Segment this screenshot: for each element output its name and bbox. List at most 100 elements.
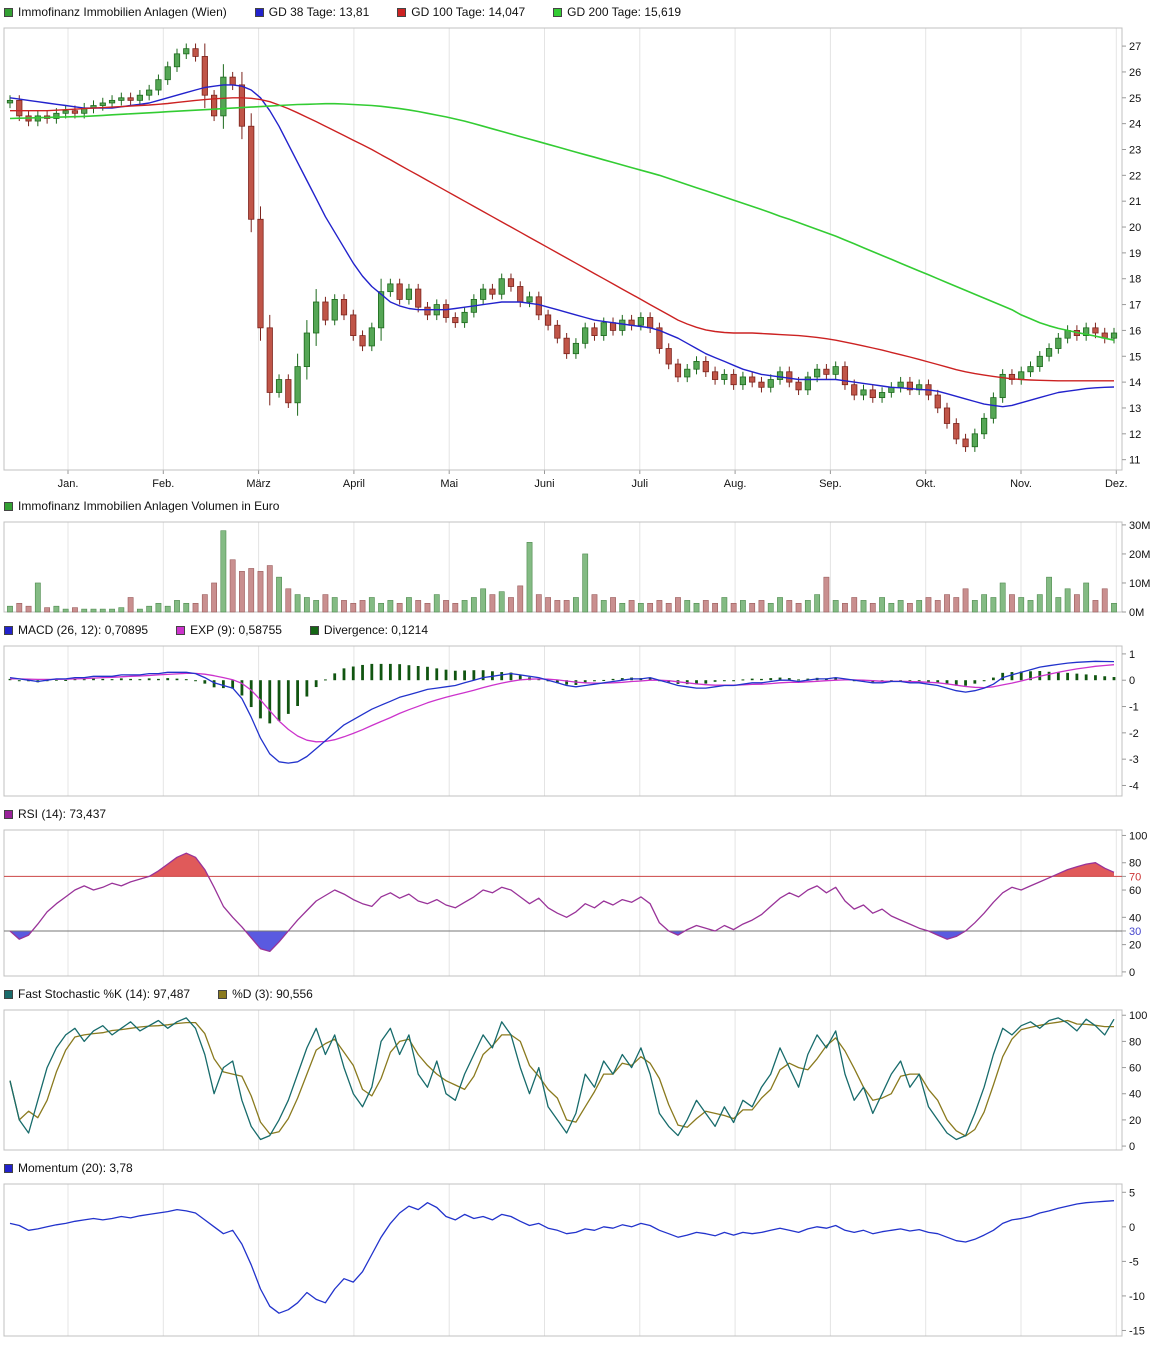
svg-text:5: 5: [1129, 1187, 1135, 1199]
volume-series-label: Immofinanz Immobilien Anlagen Volumen in…: [18, 499, 280, 513]
price-series-label: Immofinanz Immobilien Anlagen (Wien): [18, 5, 227, 19]
svg-text:Juni: Juni: [534, 478, 554, 490]
price-series-swatch: [4, 7, 13, 17]
svg-text:19: 19: [1129, 248, 1141, 260]
legend-item: GD 38 Tage: 13,81: [254, 5, 370, 19]
svg-text:Aug.: Aug.: [724, 478, 747, 490]
svg-text:20: 20: [1129, 1115, 1141, 1127]
gd100-swatch: [397, 7, 407, 17]
momentum-swatch: [4, 1163, 13, 1173]
svg-text:15: 15: [1129, 351, 1141, 363]
svg-text:-15: -15: [1129, 1325, 1145, 1337]
svg-text:-10: -10: [1129, 1291, 1145, 1303]
svg-text:20: 20: [1129, 222, 1141, 234]
stochastic-d-label: %D (3): 90,556: [232, 987, 313, 1001]
svg-text:17: 17: [1129, 300, 1141, 312]
svg-text:80: 80: [1129, 858, 1141, 870]
legend-item: EXP (9): 0,58755: [176, 623, 282, 637]
svg-text:12: 12: [1129, 429, 1141, 441]
svg-text:-3: -3: [1129, 754, 1139, 766]
svg-text:0: 0: [1129, 1141, 1135, 1153]
svg-text:100: 100: [1129, 1010, 1147, 1022]
stochastic-d-swatch: [218, 989, 228, 999]
price-legend: Immofinanz Immobilien Anlagen (Wien) GD …: [0, 0, 1175, 22]
stochastic-panel: Fast Stochastic %K (14): 97,487 %D (3): …: [0, 982, 1175, 1156]
svg-text:14: 14: [1129, 377, 1141, 389]
svg-text:16: 16: [1129, 325, 1141, 337]
svg-text:-2: -2: [1129, 728, 1139, 740]
divergence-label: Divergence: 0,1214: [323, 623, 428, 637]
svg-text:20: 20: [1129, 940, 1141, 952]
svg-text:40: 40: [1129, 1089, 1141, 1101]
svg-text:11: 11: [1129, 455, 1140, 467]
volume-panel: Immofinanz Immobilien Anlagen Volumen in…: [0, 494, 1175, 618]
svg-text:20M: 20M: [1129, 549, 1150, 561]
momentum-chart[interactable]: 5 0 -5 -10 -15: [0, 1178, 1175, 1342]
legend-item: Divergence: 0,1214: [309, 623, 428, 637]
svg-text:60: 60: [1129, 885, 1141, 897]
svg-text:27: 27: [1129, 41, 1141, 53]
svg-text:Okt.: Okt.: [916, 478, 936, 490]
legend-item: Immofinanz Immobilien Anlagen (Wien): [4, 5, 227, 19]
svg-text:-4: -4: [1129, 780, 1139, 792]
exp-swatch: [176, 625, 186, 635]
legend-item: Momentum (20): 3,78: [4, 1161, 133, 1175]
volume-chart[interactable]: 30M 20M 10M 0M: [0, 516, 1175, 618]
svg-text:1: 1: [1129, 649, 1135, 661]
svg-text:0: 0: [1129, 1222, 1135, 1234]
svg-text:0M: 0M: [1129, 607, 1144, 618]
gd38-label: GD 38 Tage: 13,81: [268, 5, 370, 19]
macd-legend: MACD (26, 12): 0,70895 EXP (9): 0,58755 …: [0, 618, 1175, 640]
gd200-label: GD 200 Tage: 15,619: [567, 5, 682, 19]
rsi-legend: RSI (14): 73,437: [0, 802, 1175, 824]
price-chart[interactable]: Jan. Feb. März April Mai Juni Juli Aug. Sep. Okt.…: [0, 22, 1175, 494]
stochastic-chart[interactable]: 100 80 60 40 20 0: [0, 1004, 1175, 1156]
svg-text:21: 21: [1129, 196, 1141, 208]
macd-label: MACD (26, 12): 0,70895: [18, 623, 149, 637]
gd200-swatch: [553, 7, 563, 17]
exp-label: EXP (9): 0,58755: [190, 623, 282, 637]
svg-text:März: März: [246, 478, 270, 490]
svg-text:13: 13: [1129, 403, 1141, 415]
svg-text:23: 23: [1129, 144, 1141, 156]
svg-text:60: 60: [1129, 1063, 1141, 1075]
svg-text:Sep.: Sep.: [819, 478, 842, 490]
momentum-label: Momentum (20): 3,78: [18, 1161, 133, 1175]
svg-text:Nov.: Nov.: [1010, 478, 1032, 490]
svg-text:70: 70: [1129, 871, 1141, 883]
rsi-swatch: [4, 809, 13, 819]
legend-item: RSI (14): 73,437: [4, 807, 106, 821]
price-panel: Immofinanz Immobilien Anlagen (Wien) GD …: [0, 0, 1175, 494]
svg-text:10M: 10M: [1129, 578, 1150, 590]
svg-text:April: April: [343, 478, 365, 490]
legend-item: Immofinanz Immobilien Anlagen Volumen in…: [4, 499, 279, 513]
momentum-legend: Momentum (20): 3,78: [0, 1156, 1175, 1178]
svg-text:-1: -1: [1129, 702, 1139, 714]
svg-text:30M: 30M: [1129, 520, 1150, 532]
legend-item: %D (3): 90,556: [218, 987, 313, 1001]
svg-text:18: 18: [1129, 274, 1141, 286]
svg-text:40: 40: [1129, 912, 1141, 924]
macd-chart[interactable]: 1 0 -1 -2 -3 -4: [0, 640, 1175, 802]
svg-text:Jan.: Jan.: [58, 478, 79, 490]
svg-text:30: 30: [1129, 926, 1141, 938]
stochastic-k-label: Fast Stochastic %K (14): 97,487: [18, 987, 191, 1001]
macd-panel: MACD (26, 12): 0,70895 EXP (9): 0,58755 …: [0, 618, 1175, 802]
legend-item: MACD (26, 12): 0,70895: [4, 623, 148, 637]
volume-legend: Immofinanz Immobilien Anlagen Volumen in…: [0, 494, 1175, 516]
svg-text:0: 0: [1129, 967, 1135, 979]
legend-item: GD 200 Tage: 15,619: [553, 5, 681, 19]
legend-item: Fast Stochastic %K (14): 97,487: [4, 987, 190, 1001]
gd100-label: GD 100 Tage: 14,047: [411, 5, 526, 19]
svg-text:Feb.: Feb.: [152, 478, 174, 490]
macd-swatch: [4, 625, 13, 635]
svg-text:Dez.: Dez.: [1105, 478, 1128, 490]
svg-text:22: 22: [1129, 170, 1141, 182]
svg-text:24: 24: [1129, 119, 1141, 131]
rsi-panel: RSI (14): 73,437 100 80 70 60 40 30 20 0: [0, 802, 1175, 982]
svg-text:Mai: Mai: [440, 478, 458, 490]
svg-text:26: 26: [1129, 67, 1141, 79]
svg-text:80: 80: [1129, 1036, 1141, 1048]
